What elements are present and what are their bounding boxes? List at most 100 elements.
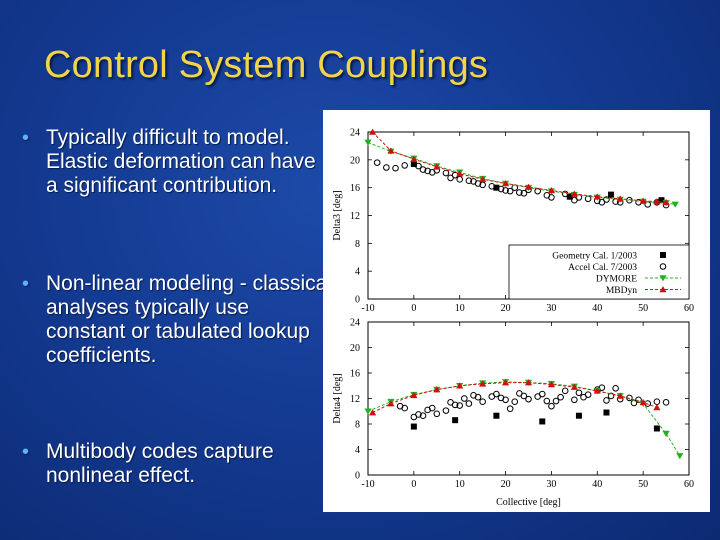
data-point xyxy=(534,187,541,195)
bullet-item: • Non-linear modeling - classical analys… xyxy=(22,272,332,368)
data-point xyxy=(447,174,454,182)
x-tick-label: 60 xyxy=(684,303,694,314)
legend-label: DYMORE xyxy=(596,275,637,285)
data-point xyxy=(511,398,519,405)
data-point xyxy=(524,379,533,386)
data-point xyxy=(676,453,684,460)
series-accel-cal-7-2003 xyxy=(373,159,670,209)
data-point xyxy=(639,197,647,204)
data-point xyxy=(607,392,615,400)
data-point xyxy=(598,384,606,391)
data-point xyxy=(474,393,482,401)
x-tick-label: 0 xyxy=(411,479,416,490)
data-point xyxy=(662,399,670,406)
data-point xyxy=(520,189,528,197)
x-tick-label: 40 xyxy=(592,479,602,490)
data-point xyxy=(548,402,555,410)
y-tick-label: 0 xyxy=(355,295,360,306)
bullet-text: Typically difficult to model. Elastic de… xyxy=(46,126,316,197)
data-point xyxy=(497,185,505,193)
bullet-item: • Multibody codes capture nonlinear effe… xyxy=(22,440,332,488)
data-point xyxy=(575,412,582,419)
y-tick-label: 24 xyxy=(350,128,360,139)
data-point xyxy=(566,193,573,200)
data-point xyxy=(539,418,546,425)
series-mbdyn xyxy=(368,379,661,416)
data-point xyxy=(428,404,436,412)
data-point xyxy=(488,182,496,190)
data-point xyxy=(653,425,660,432)
y-tick-label: 8 xyxy=(355,420,360,431)
bullet-dot-icon: • xyxy=(22,441,30,463)
legend-box xyxy=(508,244,690,300)
data-point xyxy=(410,391,418,399)
data-point xyxy=(410,161,417,168)
data-point xyxy=(659,275,667,282)
x-tick-label: 40 xyxy=(592,303,602,314)
data-point xyxy=(571,396,578,404)
x-tick-label: -10 xyxy=(361,479,374,490)
data-point xyxy=(442,407,450,414)
data-point xyxy=(456,402,464,409)
x-tick-label: 60 xyxy=(684,479,694,490)
y-tick-label: 16 xyxy=(350,369,360,380)
data-point xyxy=(570,383,578,390)
data-point xyxy=(419,412,427,420)
data-point xyxy=(502,396,509,404)
data-point xyxy=(479,175,487,183)
y-tick-label: 8 xyxy=(355,239,360,250)
series-mbdyn xyxy=(368,128,670,206)
data-point xyxy=(653,404,661,411)
data-point xyxy=(548,194,555,201)
data-point xyxy=(671,201,679,208)
data-point xyxy=(626,394,633,402)
data-point xyxy=(493,390,500,398)
data-point xyxy=(383,164,390,171)
data-point xyxy=(662,198,670,206)
data-point xyxy=(616,195,624,202)
data-point xyxy=(662,430,670,437)
y-axis-label: Delta4 [deg] xyxy=(332,373,343,423)
x-tick-label: 50 xyxy=(638,303,648,314)
data-point xyxy=(364,139,372,146)
x-tick-label: 30 xyxy=(546,479,556,490)
y-tick-label: 20 xyxy=(350,155,360,166)
x-tick-label: 20 xyxy=(501,303,511,314)
bullet-dot-icon: • xyxy=(22,273,30,295)
y-tick-label: 12 xyxy=(350,394,360,405)
data-point xyxy=(575,194,583,201)
data-point xyxy=(410,423,417,430)
data-point xyxy=(456,176,464,183)
data-point xyxy=(603,397,610,404)
data-point xyxy=(639,398,647,406)
data-point xyxy=(593,387,601,394)
data-point xyxy=(387,147,395,154)
data-point xyxy=(501,379,510,386)
legend-label: Accel Cal. 7/2003 xyxy=(568,263,637,273)
data-point xyxy=(424,167,431,175)
bullet-dot-icon: • xyxy=(22,127,30,149)
data-point xyxy=(456,382,464,389)
data-point xyxy=(547,187,556,194)
data-point xyxy=(525,395,532,403)
data-point xyxy=(511,184,519,191)
data-point xyxy=(433,163,441,170)
data-point xyxy=(612,385,619,392)
x-tick-label: 30 xyxy=(546,303,556,314)
data-point xyxy=(575,389,583,397)
data-point xyxy=(557,393,564,401)
data-point xyxy=(387,400,395,407)
data-point xyxy=(653,198,661,205)
data-point xyxy=(603,196,610,203)
data-point xyxy=(419,166,427,173)
data-point xyxy=(452,417,459,424)
data-point xyxy=(520,392,528,400)
x-tick-label: 0 xyxy=(411,303,416,314)
data-point xyxy=(506,405,514,413)
data-point xyxy=(368,128,377,135)
data-point xyxy=(506,187,514,195)
data-point xyxy=(401,162,408,169)
